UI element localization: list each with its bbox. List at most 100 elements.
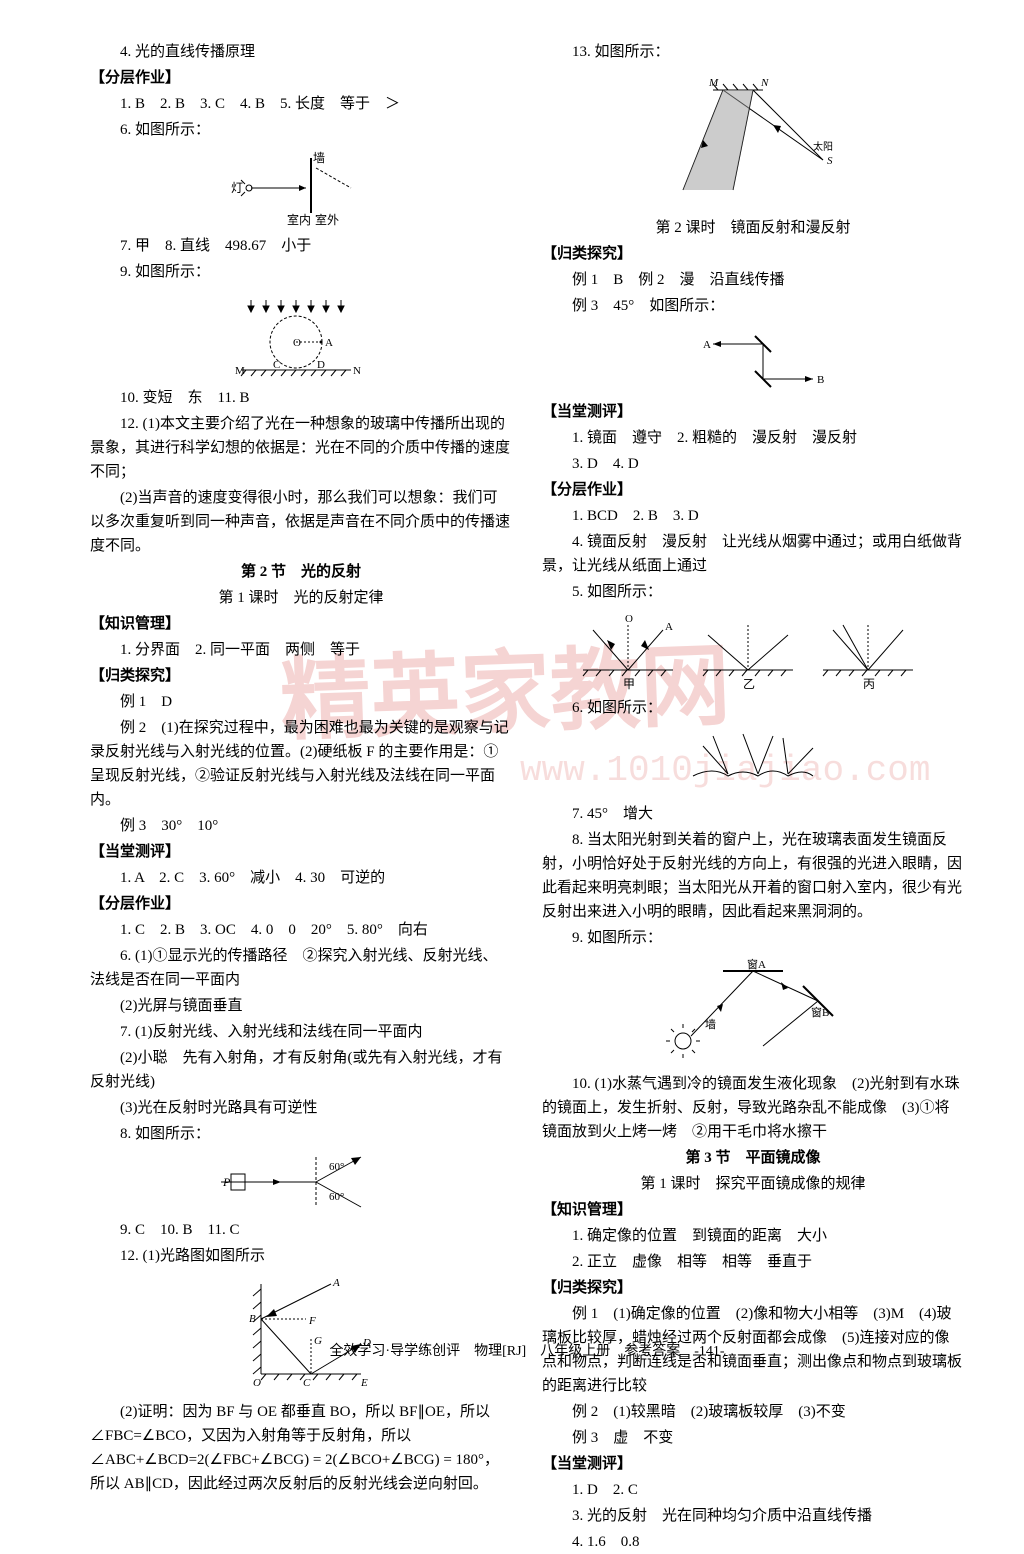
fig-label: G <box>314 1335 322 1347</box>
section-title: 第 3 节 平面镜成像 <box>542 1146 964 1170</box>
right-column: 13. 如图所示： M N S 太阳 <box>542 40 964 1330</box>
fig-label: C <box>303 1377 311 1389</box>
text-line: 例 3 虚 不变 <box>542 1426 964 1450</box>
section-heading: 【当堂测评】 <box>542 400 964 424</box>
section-heading: 【知识管理】 <box>90 612 512 636</box>
fig-label: 室外 <box>315 212 339 227</box>
fig-label: O <box>253 1377 261 1389</box>
text-line: 7. 45° 增大 <box>542 802 964 826</box>
text-line: 1. C 2. B 3. OC 4. 0 0 20° 5. 80° 向右 <box>90 918 512 942</box>
fig-label: A <box>325 337 333 349</box>
fig-label: 丙 <box>863 677 875 690</box>
figure-circle-rays: O A M C D N <box>90 290 512 380</box>
figure-three-reflect: O A 甲 乙 丙 <box>542 610 964 690</box>
fig-label: N <box>760 77 769 89</box>
text-line: 4. 1.6 0.8 <box>542 1530 964 1554</box>
section-heading: 【分层作业】 <box>90 892 512 916</box>
section-heading: 【归类探究】 <box>542 1276 964 1300</box>
text-line: 3. D 4. D <box>542 452 964 476</box>
fig-label: O <box>625 613 633 625</box>
section-heading: 【归类探究】 <box>90 664 512 688</box>
text-line: 1. D 2. C <box>542 1478 964 1502</box>
section-heading: 【分层作业】 <box>90 66 512 90</box>
text-line: (2)当声音的速度变得很小时，那么我们可以想象：我们可以多次重复听到同一种声音，… <box>90 486 512 558</box>
fig-label: B <box>817 374 824 386</box>
text-line: 例 2 (1)较黑暗 (2)玻璃板较厚 (3)不变 <box>542 1400 964 1424</box>
figure-window-sun: 窗A 窗B 墙 <box>542 956 964 1066</box>
text-line: (3)光在反射时光路具有可逆性 <box>90 1096 512 1120</box>
fig-label: E <box>360 1377 368 1389</box>
text-line: 例 1 D <box>90 690 512 714</box>
text-line: 9. 如图所示： <box>90 260 512 284</box>
text-line: (2)证明：因为 BF 与 OE 都垂直 BO，所以 BF∥OE，所以∠FBC=… <box>90 1400 512 1496</box>
text-line: 1. BCD 2. B 3. D <box>542 504 964 528</box>
fig-label: S <box>827 155 833 167</box>
fig-label: 太阳 <box>813 140 833 153</box>
text-line: 例 1 B 例 2 漫 沿直线传播 <box>542 268 964 292</box>
fig-label: O <box>293 337 301 349</box>
text-line: 例 2 (1)在探究过程中，最为困难也最为关键的是观察与记录反射光线与入射光线的… <box>90 716 512 812</box>
fig-label: F <box>308 1315 316 1327</box>
text-line: 9. C 10. B 11. C <box>90 1218 512 1242</box>
fig-label: A <box>703 339 711 351</box>
subsection-title: 第 2 课时 镜面反射和漫反射 <box>542 216 964 240</box>
fig-label: 乙 <box>743 677 755 690</box>
text-line: 10. 变短 东 11. B <box>90 386 512 410</box>
text-line: 1. A 2. C 3. 60° 减小 4. 30 可逆的 <box>90 866 512 890</box>
left-column: 4. 光的直线传播原理 【分层作业】 1. B 2. B 3. C 4. B 5… <box>90 40 512 1330</box>
fig-label: M <box>235 365 245 377</box>
text-line: 4. 镜面反射 漫反射 让光线从烟雾中通过；或用白纸做背景，让光线从纸面上通过 <box>542 530 964 578</box>
section-heading: 【当堂测评】 <box>90 840 512 864</box>
text-line: 2. 正立 虚像 相等 相等 垂直于 <box>542 1250 964 1274</box>
section-heading: 【当堂测评】 <box>542 1452 964 1476</box>
text-line: 5. 如图所示： <box>542 580 964 604</box>
text-line: 8. 当太阳光射到关着的窗户上，光在玻璃表面发生镜面反射，小明恰好处于反射光线的… <box>542 828 964 924</box>
text-line: (2)小聪 先有入射角，才有反射角(或先有入射光线，才有反射光线) <box>90 1046 512 1094</box>
text-line: 例 3 45° 如图所示： <box>542 294 964 318</box>
section-heading: 【归类探究】 <box>542 242 964 266</box>
fig-label: 墙 <box>705 1017 716 1031</box>
fig-label: D <box>362 1337 371 1349</box>
text-line: 例 3 30° 10° <box>90 814 512 838</box>
fig-label: B <box>249 1313 256 1325</box>
text-line: 9. 如图所示： <box>542 926 964 950</box>
fig-label: M <box>708 77 719 89</box>
fig-label: 窗B <box>811 1005 829 1019</box>
text-line: (2)光屏与镜面垂直 <box>90 994 512 1018</box>
figure-mirror-sun: M N S 太阳 <box>542 70 964 210</box>
fig-label: C <box>273 359 280 371</box>
subsection-title: 第 1 课时 光的反射定律 <box>90 586 512 610</box>
figure-periscope: A B <box>542 324 964 394</box>
fig-label: 甲 <box>623 677 635 690</box>
fig-label: 60° <box>329 1161 344 1173</box>
fig-label: 墙 <box>313 151 325 165</box>
figure-diffuse <box>542 726 964 796</box>
text-line: 1. B 2. B 3. C 4. B 5. 长度 等于 ＞ <box>90 92 512 116</box>
text-line: 1. 分界面 2. 同一平面 两侧 等于 <box>90 638 512 662</box>
page-columns: 4. 光的直线传播原理 【分层作业】 1. B 2. B 3. C 4. B 5… <box>90 40 964 1330</box>
text-line: 10. (1)水蒸气遇到冷的镜面发生液化现象 (2)光射到有水珠的镜面上，发生折… <box>542 1072 964 1144</box>
figure-lamp-wall: 灯 墙 室内 室外 <box>90 148 512 228</box>
fig-label: D <box>317 359 325 371</box>
text-line: 6. (1)①显示光的传播路径 ②探究入射光线、反射光线、法线是否在同一平面内 <box>90 944 512 992</box>
fig-label: 灯 <box>231 181 243 195</box>
text-line: 7. 甲 8. 直线 498.67 小于 <box>90 234 512 258</box>
fig-label: 窗A <box>747 957 766 971</box>
fig-label: N <box>353 365 361 377</box>
text-line: 4. 光的直线传播原理 <box>90 40 512 64</box>
text-line: 6. 如图所示： <box>90 118 512 142</box>
fig-label: P <box>222 1175 231 1189</box>
text-line: 7. (1)反射光线、入射光线和法线在同一平面内 <box>90 1020 512 1044</box>
figure-reflection-p: P 60° 60° <box>90 1152 512 1212</box>
text-line: 13. 如图所示： <box>542 40 964 64</box>
fig-label: A <box>665 621 673 633</box>
text-line: 12. (1)本文主要介绍了光在一种想象的玻璃中传播所出现的景象，其进行科学幻想… <box>90 412 512 484</box>
text-line: 8. 如图所示： <box>90 1122 512 1146</box>
text-line: 3. 光的反射 光在同种均匀介质中沿直线传播 <box>542 1504 964 1528</box>
subsection-title: 第 1 课时 探究平面镜成像的规律 <box>542 1172 964 1196</box>
section-heading: 【知识管理】 <box>542 1198 964 1222</box>
text-line: 1. 确定像的位置 到镜面的距离 大小 <box>542 1224 964 1248</box>
fig-label: 室内 <box>287 212 311 227</box>
fig-label: A <box>332 1277 340 1289</box>
text-line: 12. (1)光路图如图所示 <box>90 1244 512 1268</box>
